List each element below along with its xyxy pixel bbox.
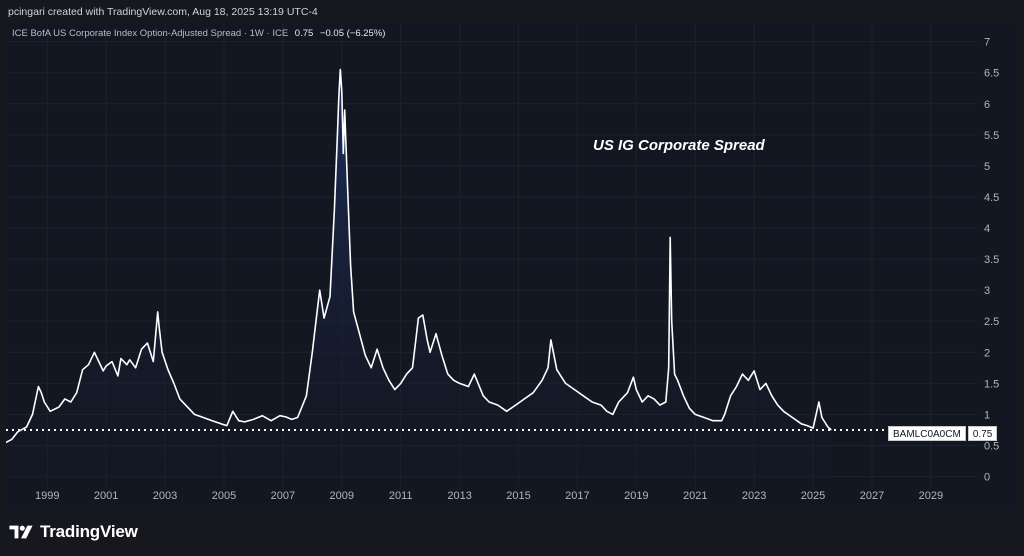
x-tick-label: 2027 [860,490,884,502]
y-tick-label: 4.5 [984,192,999,204]
x-tick-label: 1999 [35,490,59,502]
x-tick-label: 2021 [683,490,707,502]
legend-value: 0.75 [294,28,314,39]
legend-change: −0.05 (−6.25%) [319,28,386,39]
y-tick-label: 0 [984,472,990,484]
y-tick-label: 0.5 [984,441,999,453]
y-tick-label: 1 [984,409,990,421]
x-tick-label: 2029 [919,490,943,502]
tradingview-branding[interactable]: TradingView [8,522,138,542]
x-tick-label: 2005 [212,490,236,502]
y-tick-label: 4 [984,223,990,235]
y-tick-label: 2.5 [984,316,999,328]
series-line [6,68,832,444]
tradingview-brand-text: TradingView [40,522,138,541]
y-tick-label: 7 [984,37,990,49]
price-tag-value: 0.75 [967,426,998,441]
chart-attribution: pcingari created with TradingView.com, A… [8,6,318,18]
legend-title: ICE BofA US Corporate Index Option-Adjus… [12,28,289,39]
series-legend: ICE BofA US Corporate Index Option-Adjus… [12,28,385,39]
series-area-fill [6,69,832,489]
chart-annotation: US IG Corporate Spread [593,137,765,154]
x-tick-label: 2017 [565,490,589,502]
x-tick-label: 2019 [624,490,648,502]
x-tick-label: 2007 [271,490,295,502]
x-tick-label: 2025 [801,490,825,502]
x-tick-label: 2015 [506,490,530,502]
x-tick-label: 2003 [153,490,177,502]
price-chart[interactable]: 0 0.5 1 1.5 2 2.5 3 3.5 4 4.5 5 5.5 6 6.5 7 1999 2001 200… [6,23,1018,509]
price-tag-symbol: BAMLC0A0CM [888,426,966,441]
x-tick-label: 2023 [742,490,766,502]
y-tick-label: 6 [984,99,990,111]
y-tick-label: 3 [984,285,990,297]
y-tick-label: 1.5 [984,378,999,390]
y-tick-label: 5.5 [984,130,999,142]
price-tag: BAMLC0A0CM 0.75 [888,426,998,441]
y-tick-label: 3.5 [984,254,999,266]
x-tick-label: 2011 [389,490,413,502]
y-tick-label: 6.5 [984,68,999,80]
y-tick-label: 2 [984,347,990,359]
x-tick-label: 2013 [447,490,471,502]
x-tick-label: 2009 [330,490,354,502]
x-tick-label: 2001 [94,490,118,502]
tradingview-logo-icon [9,525,33,539]
y-tick-label: 5 [984,161,990,173]
